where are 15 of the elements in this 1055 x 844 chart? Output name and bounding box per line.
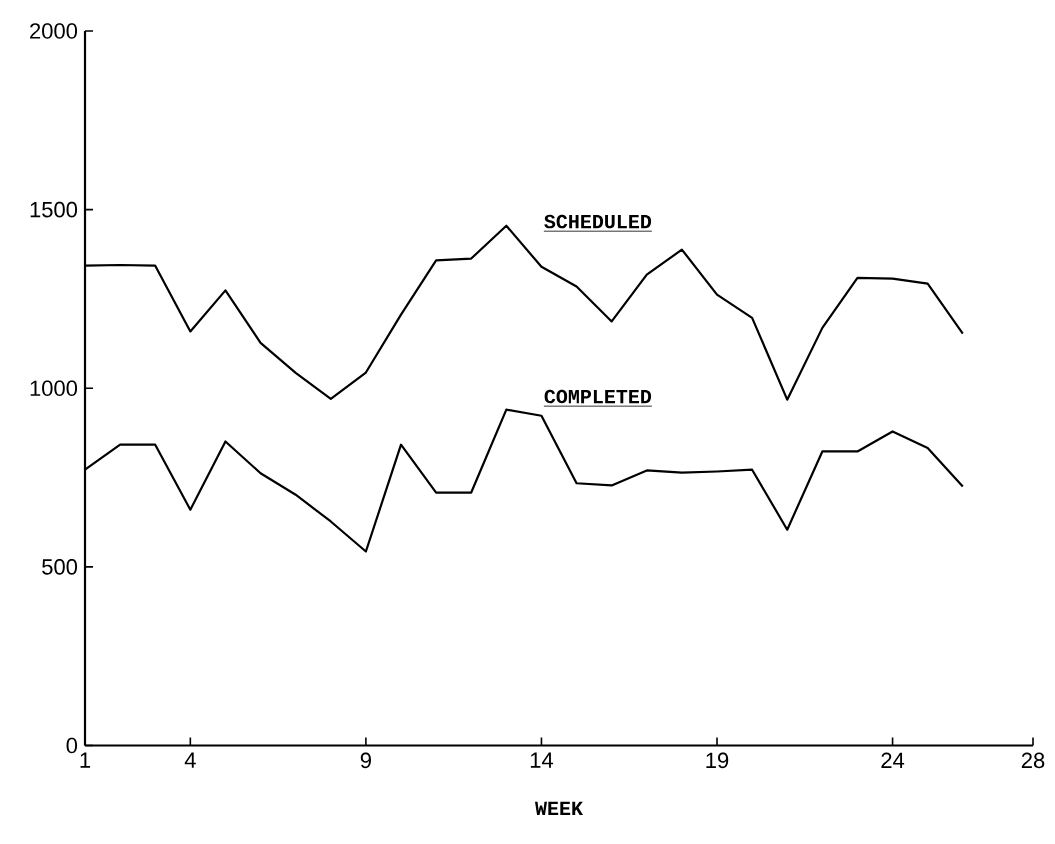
x-tick-label: 14 <box>530 752 554 768</box>
x-tick-label: 9 <box>360 752 371 769</box>
x-tick-label: 28 <box>1021 752 1045 769</box>
x-tick-label: 24 <box>881 752 905 768</box>
x-tick-label: 19 <box>706 752 729 769</box>
series-label: SCHEDULED <box>544 214 652 229</box>
y-tick-label: 0 <box>66 737 78 754</box>
series-label: COMPLETED <box>544 389 652 404</box>
y-tick-label: 1500 <box>30 201 78 218</box>
y-tick-label: 500 <box>42 559 78 575</box>
x-tick-label: 4 <box>184 752 196 768</box>
x-axis-title: WEEK <box>535 801 584 816</box>
y-tick-label: 1000 <box>30 380 78 397</box>
x-tick-label: 1 <box>80 752 91 768</box>
y-tick-label: 2000 <box>30 23 78 39</box>
